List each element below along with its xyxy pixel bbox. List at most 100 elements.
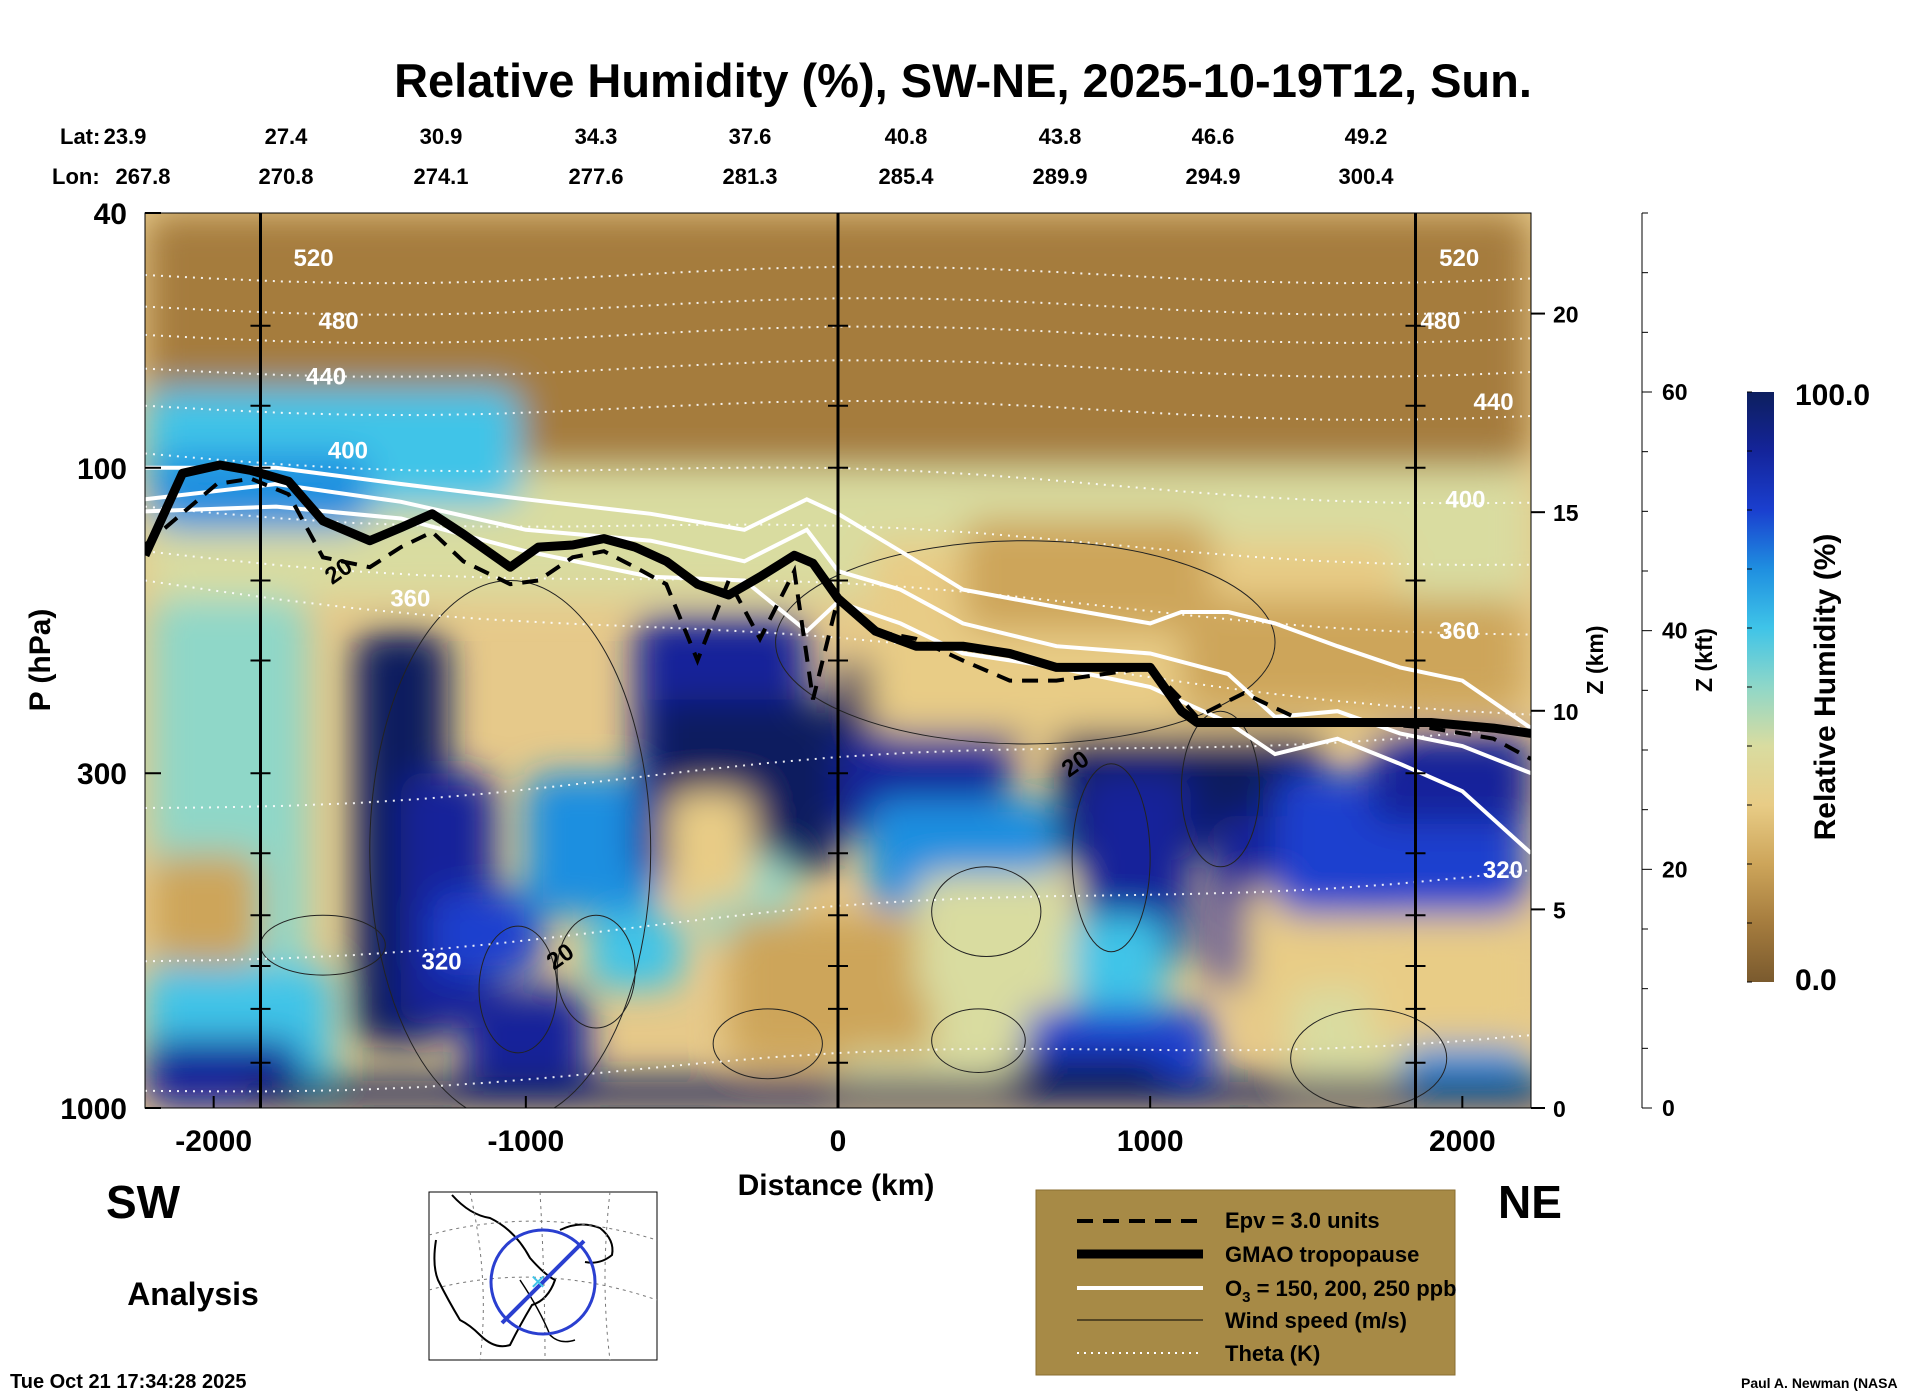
wind-contour — [1180, 710, 1260, 868]
lon-value: 289.9 — [1032, 164, 1087, 189]
lon-value: 277.6 — [568, 164, 623, 189]
colorbar-max-label: 100.0 — [1795, 379, 1870, 412]
theta-contour-label: 360 — [1439, 618, 1479, 645]
x-tick-label: 0 — [830, 1125, 847, 1158]
humidity-patch — [1181, 598, 1525, 712]
legend-wind-label: Wind speed (m/s) — [1225, 1308, 1407, 1333]
humidity-patch — [1368, 915, 1531, 1046]
lon-value: 285.4 — [878, 164, 934, 189]
colorbar: 100.0 0.0 Relative Humidity (%) — [1747, 379, 1870, 997]
epv-contour — [145, 476, 1531, 761]
analysis-label: Analysis — [127, 1276, 259, 1312]
theta-contour-label: 480 — [1420, 308, 1460, 335]
y-tick-label: 100 — [77, 453, 127, 486]
lat-value: 37.6 — [729, 124, 772, 149]
humidity-patch — [1072, 915, 1166, 1009]
z-kft-axis-label: Z (kft) — [1691, 628, 1717, 692]
theta-contour-label: 480 — [319, 308, 359, 335]
map-section-line — [500, 1239, 586, 1325]
wind-contour — [1071, 763, 1151, 953]
lon-value: 281.3 — [722, 164, 777, 189]
theta-contour-label: 440 — [306, 363, 346, 390]
sw-label: SW — [106, 1176, 181, 1228]
theta-contour-label: 400 — [328, 438, 368, 465]
humidity-patch — [463, 988, 589, 1094]
theta-contour-label: 400 — [1445, 486, 1485, 513]
wind-contour — [712, 1008, 823, 1080]
theta-line — [145, 550, 1531, 636]
wind-contour — [775, 540, 1276, 745]
humidity-patch — [525, 773, 657, 916]
theta-line — [145, 579, 1531, 716]
ozone-200-line — [145, 481, 1531, 776]
section-markers — [250, 213, 1426, 1108]
humidity-patch — [525, 1096, 1276, 1108]
y-tick-label: 300 — [77, 758, 127, 791]
legend-tropopause-label: GMAO tropopause — [1225, 1242, 1419, 1267]
lat-value: 40.8 — [885, 124, 928, 149]
lon-value: 267.8 — [115, 164, 170, 189]
wind-contour — [369, 580, 652, 1108]
lon-row-label: Lon: — [52, 164, 100, 189]
humidity-patch — [666, 791, 754, 904]
map-frame — [428, 1191, 658, 1361]
theta-contour-label: 320 — [422, 948, 462, 975]
credit: Paul A. Newman (NASA — [1741, 1375, 1898, 1391]
chart-title: Relative Humidity (%), SW-NE, 2025-10-19… — [394, 54, 1532, 107]
theta-contour-label: 520 — [294, 245, 334, 272]
ozone-150-line — [145, 465, 1531, 730]
z-km-tick-label: 15 — [1553, 500, 1579, 526]
x-tick-label: -2000 — [175, 1125, 252, 1158]
lat-value: 49.2 — [1345, 124, 1388, 149]
y-tick-label: 40 — [94, 198, 127, 231]
legend-epv-label: Epv = 3.0 units — [1225, 1208, 1380, 1233]
x-axis-label: Distance (km) — [738, 1169, 935, 1202]
theta-contour-label: 360 — [390, 585, 430, 612]
ozone-250-line — [145, 504, 1531, 855]
map-center-marker-icon: ✕ — [530, 1272, 547, 1294]
plot-area: 5204804404003603205204804404003603202020… — [145, 213, 1531, 1108]
map-coastline — [433, 1194, 557, 1348]
lat-value: 23.9 — [104, 124, 147, 149]
z-km-tick-label: 5 — [1553, 897, 1566, 923]
humidity-patch — [728, 915, 932, 1063]
map-inset: ✕ — [428, 1191, 658, 1361]
legend-theta-label: Theta (K) — [1225, 1341, 1320, 1366]
map-range-circle — [489, 1228, 597, 1336]
humidity-patch — [916, 873, 1073, 1001]
humidity-patch — [588, 915, 682, 989]
y-tick-label: 1000 — [60, 1093, 127, 1126]
lon-value: 270.8 — [258, 164, 313, 189]
lon-value: 294.9 — [1185, 164, 1240, 189]
x-tick-label: 1000 — [1117, 1125, 1184, 1158]
z-kft-tick-label: 0 — [1662, 1095, 1675, 1121]
humidity-patch — [151, 853, 261, 966]
legend: Epv = 3.0 units GMAO tropopause O3 = 150… — [1035, 1189, 1457, 1376]
theta-contours — [145, 265, 1531, 1093]
tropopause-line — [145, 460, 1531, 738]
x-tick-label: -1000 — [487, 1125, 564, 1158]
colorbar-min-label: 0.0 — [1795, 964, 1837, 997]
lat-value: 30.9 — [420, 124, 463, 149]
z-km-tick-label: 0 — [1553, 1096, 1566, 1122]
lat-value: 46.6 — [1192, 124, 1235, 149]
z-kft-tick-label: 20 — [1662, 856, 1688, 882]
wind-contour — [931, 866, 1042, 958]
z-kft-tick-label: 40 — [1662, 618, 1688, 644]
legend-ozone-label: O3 = 150, 200, 250 ppb — [1225, 1276, 1457, 1306]
lat-row-label: Lat: — [60, 124, 100, 149]
epv-line — [145, 476, 1531, 761]
z-kft-tick-label: 60 — [1662, 379, 1688, 405]
wind-contour — [931, 1008, 1026, 1073]
lat-lon-header: Lat: Lon: 23.9 27.4 30.9 34.3 37.6 40.8 43.8 46… — [52, 124, 1394, 189]
humidity-patch — [432, 892, 542, 976]
ne-label: NE — [1498, 1176, 1562, 1228]
lon-value: 300.4 — [1338, 164, 1394, 189]
theta-contour-label: 320 — [1483, 857, 1523, 884]
map-graticule — [428, 1191, 658, 1361]
lon-value: 274.1 — [413, 164, 468, 189]
axes: -2000 -1000 0 1000 2000 40 100 300 1000 0 5 10 15 20 0… — [60, 198, 1687, 1158]
theta-contour-label: 520 — [1439, 245, 1479, 272]
timestamp: Tue Oct 21 17:34:28 2025 — [10, 1371, 246, 1393]
